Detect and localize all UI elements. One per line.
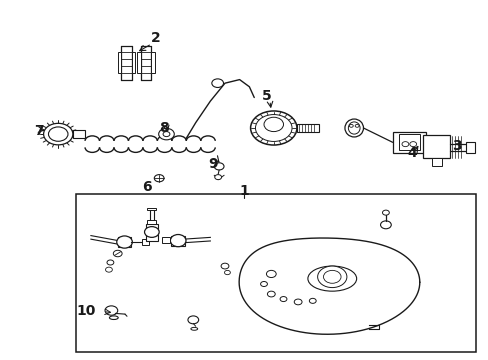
- Text: 6: 6: [142, 180, 151, 194]
- Bar: [146, 234, 158, 241]
- Text: 9: 9: [207, 157, 217, 171]
- Circle shape: [214, 163, 224, 170]
- Ellipse shape: [170, 234, 185, 247]
- Text: 4: 4: [407, 146, 417, 160]
- Ellipse shape: [109, 316, 118, 319]
- Circle shape: [401, 141, 408, 147]
- Circle shape: [348, 125, 352, 127]
- Circle shape: [48, 127, 68, 141]
- Text: 10: 10: [76, 304, 96, 318]
- Circle shape: [354, 125, 358, 127]
- Circle shape: [309, 298, 316, 303]
- Bar: [392, 132, 425, 153]
- Circle shape: [43, 123, 73, 145]
- Text: 2: 2: [150, 31, 160, 45]
- Bar: [118, 237, 131, 247]
- Text: 8: 8: [159, 121, 168, 135]
- Bar: [171, 235, 184, 246]
- Bar: [142, 239, 149, 244]
- Bar: [147, 208, 156, 211]
- Text: 1: 1: [239, 184, 249, 198]
- Bar: [147, 220, 156, 224]
- Bar: [118, 52, 121, 73]
- Bar: [296, 124, 318, 132]
- Ellipse shape: [307, 266, 356, 291]
- Bar: [431, 158, 441, 166]
- Circle shape: [382, 210, 388, 215]
- Circle shape: [211, 79, 223, 87]
- Bar: [73, 130, 85, 138]
- Circle shape: [105, 306, 118, 315]
- Ellipse shape: [255, 114, 291, 141]
- Ellipse shape: [144, 226, 159, 237]
- Circle shape: [317, 266, 346, 288]
- Bar: [466, 141, 474, 153]
- Bar: [146, 224, 158, 234]
- Text: 3: 3: [451, 139, 461, 153]
- Circle shape: [107, 260, 114, 265]
- Circle shape: [224, 270, 230, 275]
- Circle shape: [187, 316, 198, 324]
- Bar: [76, 194, 475, 352]
- Ellipse shape: [264, 117, 283, 132]
- Bar: [132, 52, 135, 73]
- Bar: [398, 134, 419, 149]
- Circle shape: [266, 270, 276, 278]
- Circle shape: [105, 267, 112, 272]
- Bar: [161, 237, 170, 243]
- Circle shape: [163, 132, 169, 136]
- Circle shape: [294, 299, 302, 305]
- Circle shape: [280, 297, 286, 302]
- Circle shape: [221, 263, 228, 269]
- Bar: [137, 52, 141, 73]
- Circle shape: [158, 129, 174, 140]
- Circle shape: [214, 175, 221, 180]
- Ellipse shape: [344, 119, 363, 137]
- Ellipse shape: [250, 111, 296, 145]
- Ellipse shape: [190, 327, 197, 330]
- Bar: [151, 52, 155, 73]
- Circle shape: [323, 270, 340, 283]
- Circle shape: [260, 282, 267, 287]
- Ellipse shape: [347, 122, 359, 134]
- Circle shape: [380, 221, 390, 229]
- Ellipse shape: [117, 236, 132, 248]
- Circle shape: [113, 250, 122, 257]
- Circle shape: [267, 291, 275, 297]
- Circle shape: [154, 175, 163, 182]
- Circle shape: [409, 141, 416, 147]
- Text: 7: 7: [34, 123, 43, 138]
- Text: 5: 5: [261, 89, 271, 103]
- Bar: [423, 135, 449, 158]
